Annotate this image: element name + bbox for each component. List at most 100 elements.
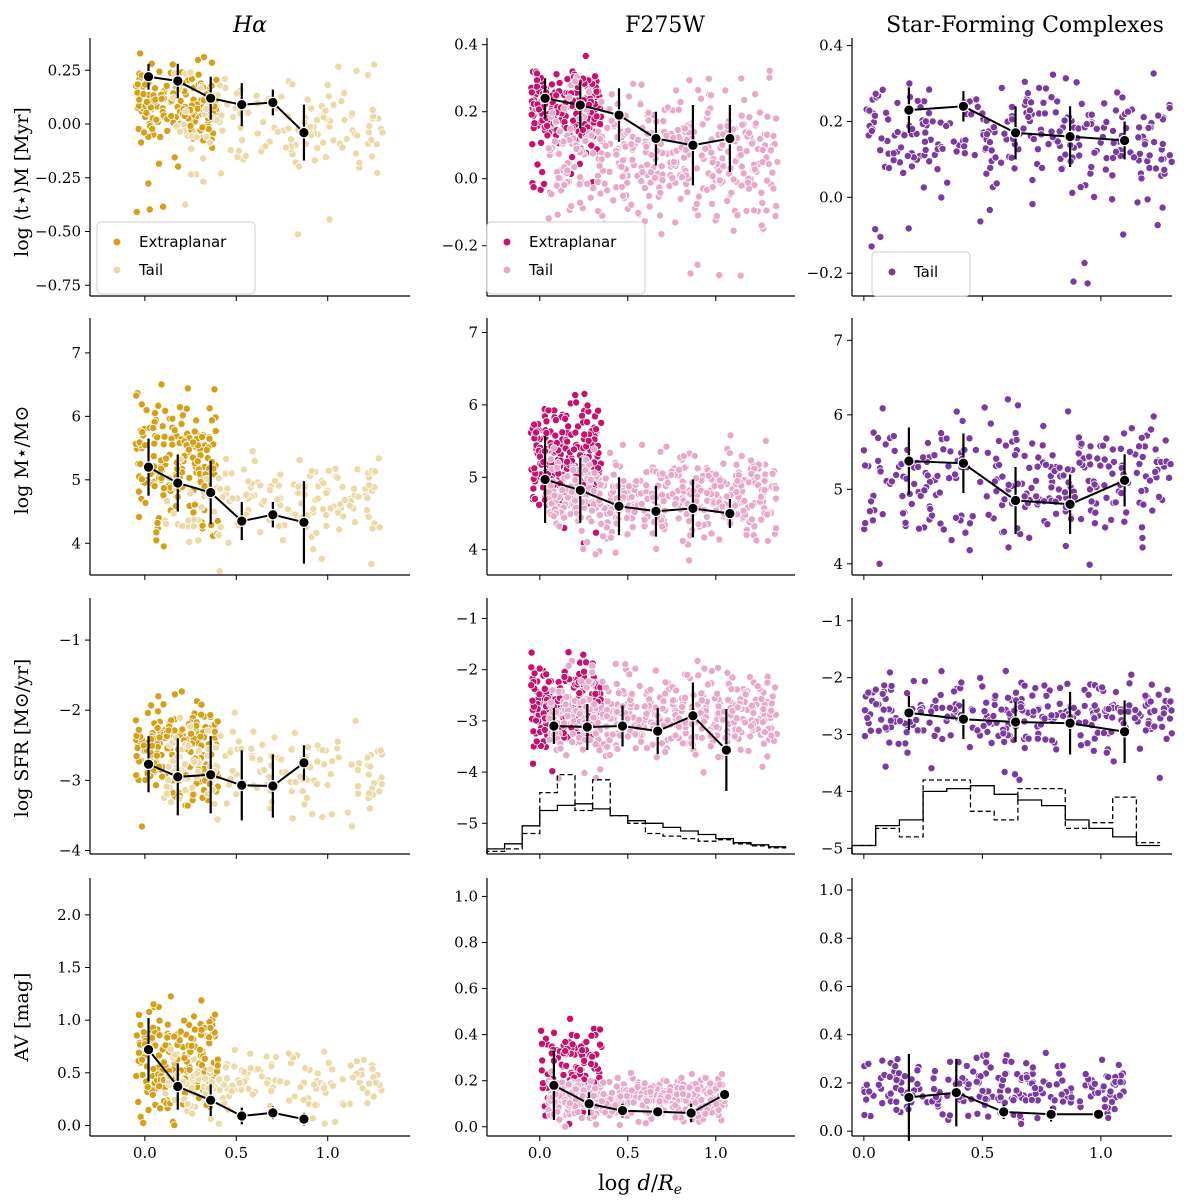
scatter-point [230,708,239,717]
panel-3-2: 0.00.20.40.60.81.00.0 0.5 1.0 [819,878,1172,1162]
scatter-point [310,156,319,165]
scatter-point [260,496,269,505]
scatter-point [530,420,539,429]
median-point [1009,494,1022,507]
scatter-point [527,681,536,690]
scatter-point [655,1097,664,1106]
scatter-point [193,457,202,466]
scatter-point [739,506,748,515]
scatter-point [942,434,951,443]
scatter-point [697,689,706,698]
scatter-point [1140,140,1149,149]
median-point [142,1043,155,1056]
scatter-point [1028,200,1037,209]
scatter-point [206,1023,215,1032]
scatter-point [1137,174,1146,183]
scatter-point [164,776,173,785]
scatter-point [1093,454,1102,463]
scatter-point [1076,731,1085,740]
scatter-point [772,524,781,533]
scatter-point [878,85,887,94]
scatter-point [613,744,622,753]
scatter-point [606,509,615,518]
scatter-point [681,124,690,133]
scatter-point [744,478,753,487]
scatter-point [685,1083,694,1092]
scatter-point [1154,690,1163,699]
scatter-point [352,149,361,158]
y-tick-label: 0.00 [48,115,81,133]
scatter-point [1000,527,1009,536]
scatter-point [1007,153,1016,162]
scatter-point [733,211,742,220]
scatter-point [603,150,612,159]
scatter-point [333,744,342,753]
scatter-point [899,509,908,518]
scatter-point [1070,493,1079,502]
scatter-point [190,1025,199,1034]
scatter-point [558,428,567,437]
scatter-point [140,128,149,137]
scatter-point [1052,509,1061,518]
scatter-point [234,146,243,155]
scatter-point [613,707,622,716]
scatter-point [897,143,906,152]
scatter-point [561,1038,570,1047]
scatter-point [1000,129,1009,138]
scatter-point [256,755,265,764]
scatter-point [132,1072,141,1081]
scatter-point [197,996,206,1005]
scatter-point [564,648,573,657]
scatter-point [1153,221,1162,230]
scatter-point [607,116,616,125]
scatter-point [878,1099,887,1108]
scatter-point [554,173,563,182]
scatter-point [976,477,985,486]
scatter-point [322,488,331,497]
median-trend-line [544,97,731,147]
scatter-point [892,1097,901,1106]
scatter-point [861,461,870,470]
y-tick-label: 4 [833,555,843,573]
scatter-point [167,111,176,120]
scatter-point [979,721,988,730]
x-tick-label: 0.5 [616,1144,640,1162]
scatter-point [161,1041,170,1050]
scatter-point [1063,679,1072,688]
scatter-point [174,162,183,171]
scatter-point [320,1083,329,1092]
scatter-point [545,735,554,744]
scatter-point [131,716,140,725]
scatter-point [757,515,766,524]
ylabel-av: AV [mag] [11,973,33,1063]
scatter-point [262,1052,271,1061]
scatter-point [659,117,668,126]
scatter-point [586,193,595,202]
scatter-point [175,403,184,412]
panel-3-1: 0.00.20.40.60.81.00.0 0.5 1.0 [454,878,795,1162]
scatter-point [142,98,151,107]
scatter-point [603,742,612,751]
scatter-point [701,1109,710,1118]
scatter-point [750,206,759,215]
scatter-point [615,1121,624,1130]
scatter-point [576,173,585,182]
scatter-point [587,517,596,526]
scatter-point [248,447,257,456]
scatter-point [580,430,589,439]
scatter-point [589,184,598,193]
scatter-point [631,664,640,673]
scatter-point [681,145,690,154]
scatter-point [162,789,171,798]
scatter-point [1084,690,1093,699]
col-title-halpha-main: H [232,13,253,38]
scatter-point [1139,113,1148,122]
scatter-point [643,744,652,753]
scatter-point [259,118,268,127]
scatter-point [202,104,211,113]
scatter-point [614,689,623,698]
panel-0-2: −0.20.00.20.4 [807,37,1176,301]
scatter-point [592,1120,601,1129]
scatter-point [658,469,667,478]
y-tick-label: −4 [59,841,81,859]
